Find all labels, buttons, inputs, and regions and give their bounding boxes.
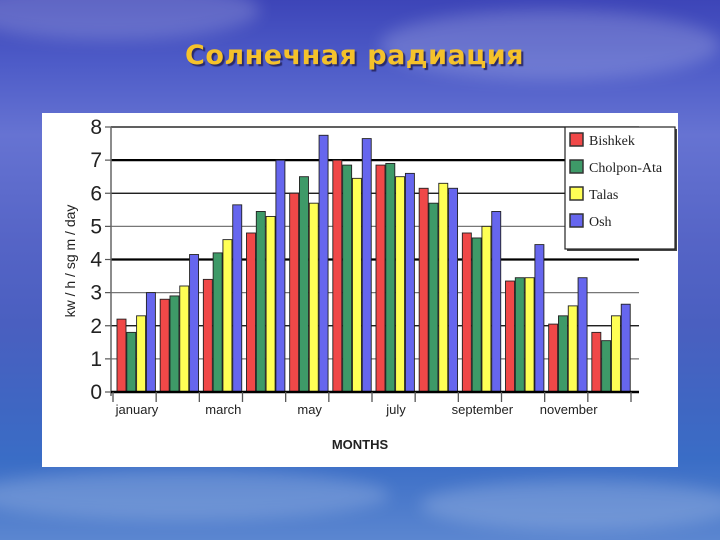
bar-bishkek-september xyxy=(461,232,472,393)
y-tick-label: 6 xyxy=(90,182,102,205)
x-tick-label: july xyxy=(385,402,406,417)
bar-osh-august xyxy=(448,187,459,393)
bar-osh-july xyxy=(404,172,415,393)
y-tick-label: 4 xyxy=(90,249,102,272)
chart-panel: 0 1 2 3 4 5 6 7 8 january march may july september nov… xyxy=(42,113,678,467)
x-axis-label: MONTHS xyxy=(332,437,389,452)
y-tick-label: 1 xyxy=(90,348,102,371)
bar-talas-september xyxy=(481,225,492,393)
background-cloud xyxy=(380,10,720,80)
y-tick-label: 0 xyxy=(90,381,102,404)
y-tick-label: 7 xyxy=(90,149,102,172)
x-tick-label: january xyxy=(115,402,159,417)
bar-talas-december xyxy=(610,315,621,393)
bar-bishkek-january xyxy=(116,318,127,393)
bar-talas-october xyxy=(524,277,535,393)
background-cloud xyxy=(0,470,390,520)
bar-cholpon-ata-november xyxy=(558,315,568,393)
bar-osh-may xyxy=(318,134,329,393)
bar-talas-july xyxy=(395,176,406,393)
bar-osh-march xyxy=(232,204,243,393)
bar-cholpon-ata-august xyxy=(428,202,439,393)
bar-bishkek-may xyxy=(289,192,300,393)
y-tick-label: 2 xyxy=(90,315,102,338)
legend-swatch-cholpon-ata xyxy=(569,159,584,174)
bar-talas-january xyxy=(136,315,147,393)
background-cloud xyxy=(420,480,720,530)
legend-label-bishkek: Bishkek xyxy=(589,134,635,149)
legend-label-cholpon-ata: Cholpon-Ata xyxy=(589,161,663,176)
bar-osh-june xyxy=(361,138,372,393)
y-tick-label: 5 xyxy=(90,215,102,238)
bar-bishkek-march xyxy=(202,278,213,393)
bar-cholpon-ata-october xyxy=(514,277,525,393)
bar-cholpon-ata-january xyxy=(126,331,137,393)
x-tick-label: march xyxy=(205,402,241,417)
y-tick-label: 3 xyxy=(90,282,102,305)
bar-osh-october xyxy=(534,244,545,393)
bar-bishkek-february xyxy=(159,298,170,393)
bar-cholpon-ata-june xyxy=(342,164,353,393)
bar-osh-january xyxy=(145,292,156,393)
legend-label-talas: Talas xyxy=(589,188,618,203)
bar-bishkek-july xyxy=(375,164,386,393)
bar-talas-march xyxy=(222,239,233,393)
bar-talas-august xyxy=(438,182,449,393)
bar-chart: 0 1 2 3 4 5 6 7 8 january march may july september nov… xyxy=(62,116,677,452)
background-cloud xyxy=(0,0,260,40)
bar-bishkek-november xyxy=(548,323,559,393)
bar-bishkek-april xyxy=(246,232,256,393)
bar-osh-december xyxy=(620,303,631,393)
x-tick-label: september xyxy=(452,402,514,417)
bar-cholpon-ata-april xyxy=(255,211,266,393)
bar-osh-april xyxy=(275,159,286,393)
bar-osh-november xyxy=(577,277,588,393)
bar-bishkek-june xyxy=(332,159,343,393)
bar-bishkek-december xyxy=(591,331,602,393)
bar-talas-february xyxy=(179,285,190,393)
slide-title: Солнечная радиация xyxy=(185,40,525,71)
bar-bishkek-august xyxy=(418,187,429,393)
legend-swatch-talas xyxy=(569,186,584,201)
legend-swatch-osh xyxy=(569,213,584,228)
bar-cholpon-ata-december xyxy=(601,340,612,393)
bar-cholpon-ata-february xyxy=(169,295,180,393)
x-tick-label: november xyxy=(540,402,598,417)
bar-talas-november xyxy=(567,305,578,393)
bar-osh-february xyxy=(189,254,200,393)
bar-cholpon-ata-september xyxy=(471,237,482,393)
bar-bishkek-october xyxy=(505,280,515,393)
bar-osh-september xyxy=(491,211,502,393)
bar-talas-may xyxy=(308,202,319,393)
y-tick-label: 8 xyxy=(90,116,102,139)
y-axis-label: kw / h / sg m / day xyxy=(62,205,78,318)
bar-talas-june xyxy=(351,177,362,393)
bar-cholpon-ata-march xyxy=(212,252,223,393)
x-tick-label: may xyxy=(297,402,322,417)
bar-cholpon-ata-july xyxy=(385,162,396,393)
legend-swatch-bishkek xyxy=(569,132,584,147)
bar-talas-april xyxy=(265,215,276,393)
bar-cholpon-ata-may xyxy=(299,176,309,393)
legend-label-osh: Osh xyxy=(589,215,612,230)
